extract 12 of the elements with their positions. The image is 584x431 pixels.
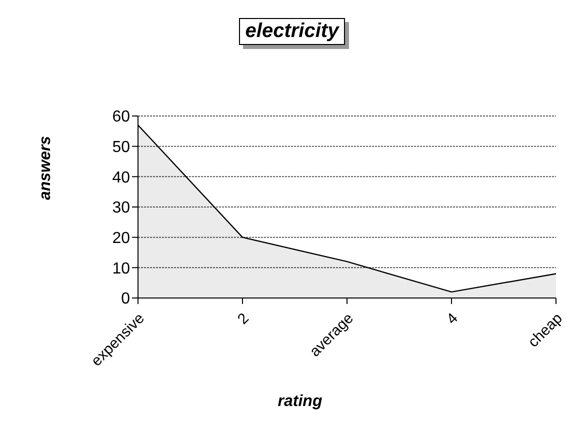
y-tick-label: 10 <box>112 260 130 278</box>
y-tick-label: 0 <box>121 290 130 308</box>
chart-title: electricity <box>239 18 345 45</box>
x-tick-label: 2 <box>234 310 252 328</box>
y-tick-label: 60 <box>112 108 130 126</box>
y-axis-title: answers <box>37 136 55 200</box>
y-tick-label: 50 <box>112 139 130 156</box>
y-tick-label: 20 <box>112 230 130 248</box>
y-tick-label: 30 <box>112 200 130 217</box>
x-axis-title: rating <box>276 393 324 411</box>
x-tick-label: 4 <box>443 310 462 328</box>
y-tick-label: 40 <box>112 169 130 186</box>
